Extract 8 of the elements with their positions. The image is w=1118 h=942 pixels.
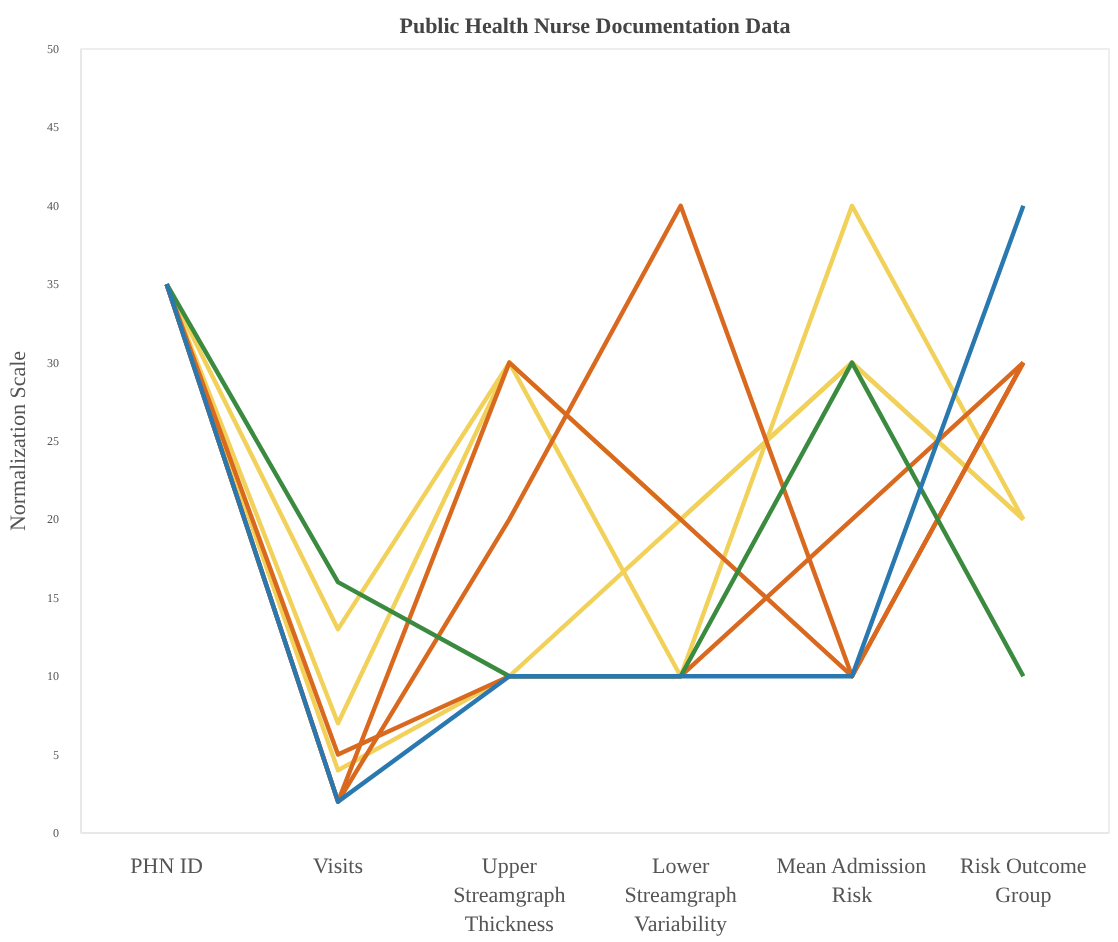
- x-tick-label: Visits: [312, 855, 364, 879]
- x-tick-label: Lower Streamgraph Variability: [624, 855, 738, 937]
- chart-title: Public Health Nurse Documentation Data: [399, 15, 792, 39]
- x-tick-label: PHN ID: [130, 855, 204, 879]
- y-axis-title: Normalization Scale: [7, 350, 31, 532]
- x-tick-label: Upper Streamgraph Thickness: [453, 855, 567, 937]
- x-tick-label: Mean Admission Risk: [776, 855, 928, 908]
- x-tick-label: Risk Outcome Group: [960, 855, 1087, 908]
